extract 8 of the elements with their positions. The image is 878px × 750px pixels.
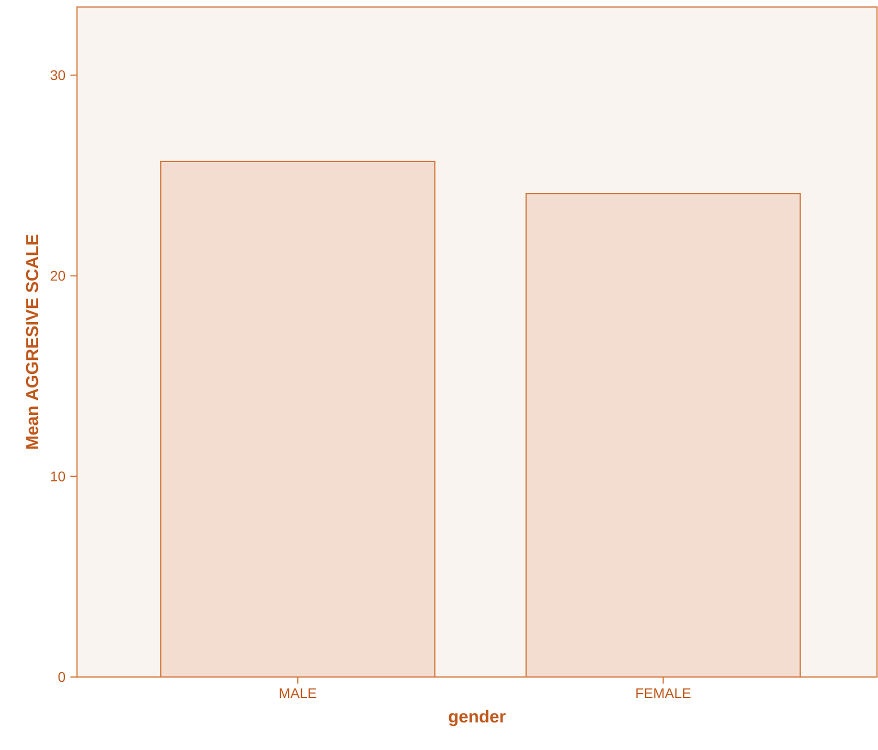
y-tick-label: 20: [50, 270, 66, 281]
y-axis-title: Mean AGGRESIVE SCALE: [26, 234, 38, 449]
x-tick-label: FEMALE: [636, 688, 691, 698]
y-tick-label: 10: [51, 471, 66, 482]
x-axis-title: gender: [448, 710, 506, 726]
x-tick-label: MALE: [280, 688, 316, 698]
y-tick-label: 0: [58, 672, 66, 682]
y-tick-label: 30: [50, 70, 66, 80]
